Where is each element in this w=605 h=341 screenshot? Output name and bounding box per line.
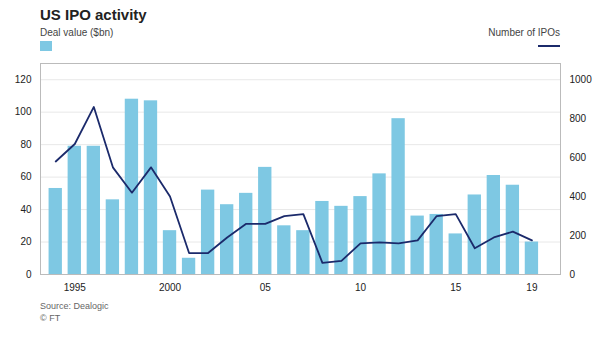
svg-text:0: 0 xyxy=(26,269,32,280)
svg-text:10: 10 xyxy=(355,282,367,293)
svg-text:60: 60 xyxy=(20,171,32,182)
svg-text:400: 400 xyxy=(570,191,587,202)
svg-text:15: 15 xyxy=(450,282,462,293)
svg-text:800: 800 xyxy=(570,113,587,124)
svg-text:80: 80 xyxy=(20,139,32,150)
svg-text:1000: 1000 xyxy=(570,74,593,85)
svg-text:1995: 1995 xyxy=(64,282,87,293)
html-text:Deal value ($bn): Deal value ($bn) xyxy=(40,27,114,38)
svg-text:40: 40 xyxy=(20,204,32,215)
svg-text:600: 600 xyxy=(570,152,587,163)
html-text:Number of IPOs: Number of IPOs xyxy=(488,27,560,38)
svg-text:100: 100 xyxy=(15,106,32,117)
svg-text:2000: 2000 xyxy=(159,282,182,293)
svg-text:05: 05 xyxy=(260,282,272,293)
svg-text:120: 120 xyxy=(15,74,32,85)
svg-text:20: 20 xyxy=(20,236,32,247)
html-text:US IPO activity: US IPO activity xyxy=(40,6,147,23)
svg-text:200: 200 xyxy=(570,230,587,241)
html-text:Source: Dealogic © FT: Source: Dealogic © FT xyxy=(40,301,109,323)
svg-text:0: 0 xyxy=(570,269,576,280)
svg-text:19: 19 xyxy=(526,282,538,293)
